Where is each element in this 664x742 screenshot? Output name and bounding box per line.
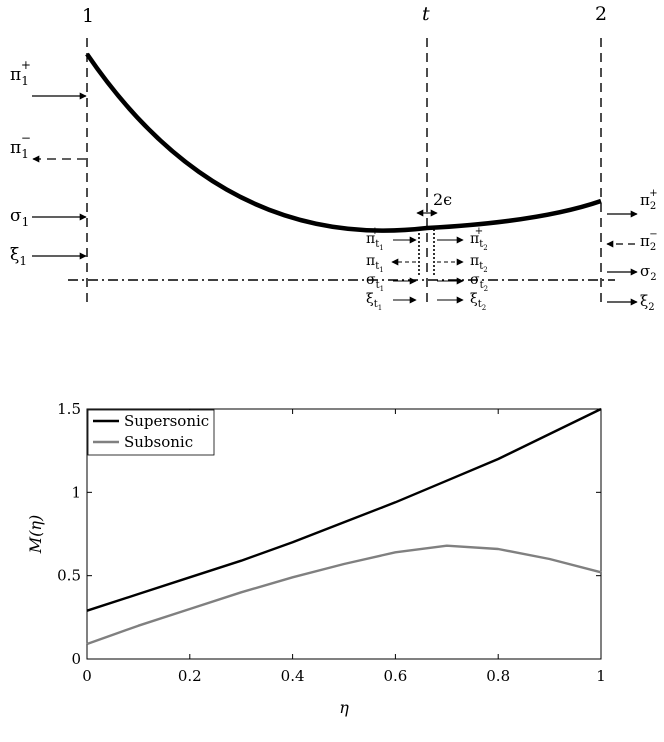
station-2-label: 2 — [595, 3, 607, 25]
left-input-labels: π1+ π1− σ1 ξ1 — [10, 58, 31, 268]
right-output-label: ξ2 — [640, 292, 655, 313]
series-layer — [86, 407, 602, 646]
x-tick-label: 0 — [82, 667, 92, 685]
x-tick-label: 0.6 — [383, 667, 407, 685]
throat-right-label: πt2 — [470, 253, 488, 274]
legend-label-subsonic: Subsonic — [124, 433, 193, 451]
throat-right-label: σt2 — [470, 272, 488, 293]
series-line-subsonic — [86, 544, 602, 646]
throat-right-label: πt2+ — [470, 226, 488, 252]
y-tick-label: 1 — [71, 483, 81, 501]
right-outputs — [606, 210, 638, 306]
y-tick-label: 0 — [71, 650, 81, 668]
right-output-label: π2− — [640, 229, 658, 253]
x-axis-label: η — [339, 698, 349, 717]
throat-right-label: ξt2 — [470, 291, 486, 312]
station-1-label: 1 — [82, 5, 94, 27]
series-line-supersonic — [86, 407, 602, 612]
throat-left-label: πt1+ — [366, 226, 384, 252]
station-t-label: t — [422, 3, 430, 25]
throat-left-label: πt1 — [366, 253, 384, 274]
x-tick-label: 1 — [596, 667, 606, 685]
y-tick-label: 1.5 — [57, 400, 81, 418]
legend-box — [87, 409, 215, 456]
left-inputs — [32, 92, 87, 260]
left-input-label: π1+ — [10, 58, 31, 88]
legend-label-supersonic: Supersonic — [124, 412, 209, 430]
throat-left-label: ξt1 — [366, 291, 382, 312]
right-output-labels: π2+ π2− σ2 ξ2 — [640, 188, 658, 313]
x-tick-label: 0.8 — [486, 667, 510, 685]
right-output-label: σ2 — [640, 262, 657, 283]
nozzle-wall-curve — [85, 52, 602, 233]
gap-label: 2ϵ — [433, 190, 452, 209]
left-input-label: ξ1 — [10, 245, 27, 268]
y-tick-label: 0.5 — [57, 567, 81, 585]
legend: Supersonic Subsonic — [87, 409, 215, 456]
throat-arrows — [391, 236, 464, 304]
x-tick-label: 0.2 — [178, 667, 202, 685]
plot-area — [86, 408, 602, 660]
left-input-label: π1− — [10, 131, 31, 161]
x-tick-label: 0.4 — [281, 667, 305, 685]
left-input-label: σ1 — [10, 206, 29, 229]
right-output-label: π2+ — [640, 188, 658, 212]
mach-chart: 0 0.2 0.4 0.6 0.8 1 0 0.5 1 1.5 η M(η) Supersonic… — [26, 400, 606, 717]
y-axis-label: M(η) — [26, 515, 45, 554]
throat-left-label: σt1 — [366, 272, 384, 293]
